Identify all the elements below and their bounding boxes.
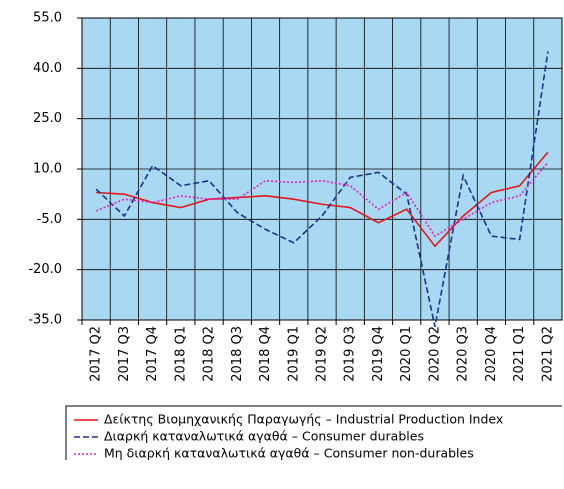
x-tick-label: 2017 Q2 [89,326,104,382]
y-tick-label: 55.0 [33,11,62,26]
x-tick-label: 2020 Q4 [484,326,499,382]
x-tick-label: 2019 Q4 [371,326,386,382]
y-tick-label: 25.0 [33,111,62,126]
x-tick-label: 2021 Q2 [540,326,555,382]
series-line [95,51,549,327]
legend-border [65,405,562,460]
series-line [96,151,549,248]
x-tick-label: 2019 Q2 [315,326,330,382]
x-tick-label: 2021 Q1 [512,326,527,382]
x-tick-label: 2018 Q4 [258,326,273,382]
x-tick-label: 2018 Q3 [230,326,245,382]
series-line [95,161,549,238]
legend: Δείκτης Βιομηχανικής Παραγωγής – Industr… [65,405,562,461]
x-tick-label: 2018 Q1 [173,326,188,382]
y-tick-label: 40.0 [33,61,62,76]
y-tick-label: 10.0 [33,162,62,177]
x-tick-label: 2018 Q2 [202,326,217,382]
y-tick-label: -35.0 [28,313,62,328]
x-tick-label: 2020 Q2 [427,326,442,382]
y-tick-label: -5.0 [37,212,62,227]
plot-area: -35.0 -20.0 -5.0 10.0 25.0 40.0 55.0 2017 Q2 201… [28,11,563,382]
x-tick-label: 2020 Q1 [399,326,414,382]
legend-label: Διαρκή καταναλωτικά αγαθά – Consumer dur… [104,429,424,444]
legend-label: Δείκτης Βιομηχανικής Παραγωγής – Industr… [104,412,503,427]
x-tick-label: 2019 Q3 [343,326,358,382]
y-tick-label: -20.0 [28,262,62,277]
x-tick-label: 2020 Q3 [456,326,471,382]
plot-border [81,17,563,321]
legend-label: Μη διαρκή καταναλωτικά αγαθά – Consumer … [104,446,474,461]
x-tick-label: 2017 Q4 [145,326,160,382]
x-tick-label: 2019 Q1 [286,326,301,382]
x-tick-label: 2017 Q3 [117,326,132,382]
